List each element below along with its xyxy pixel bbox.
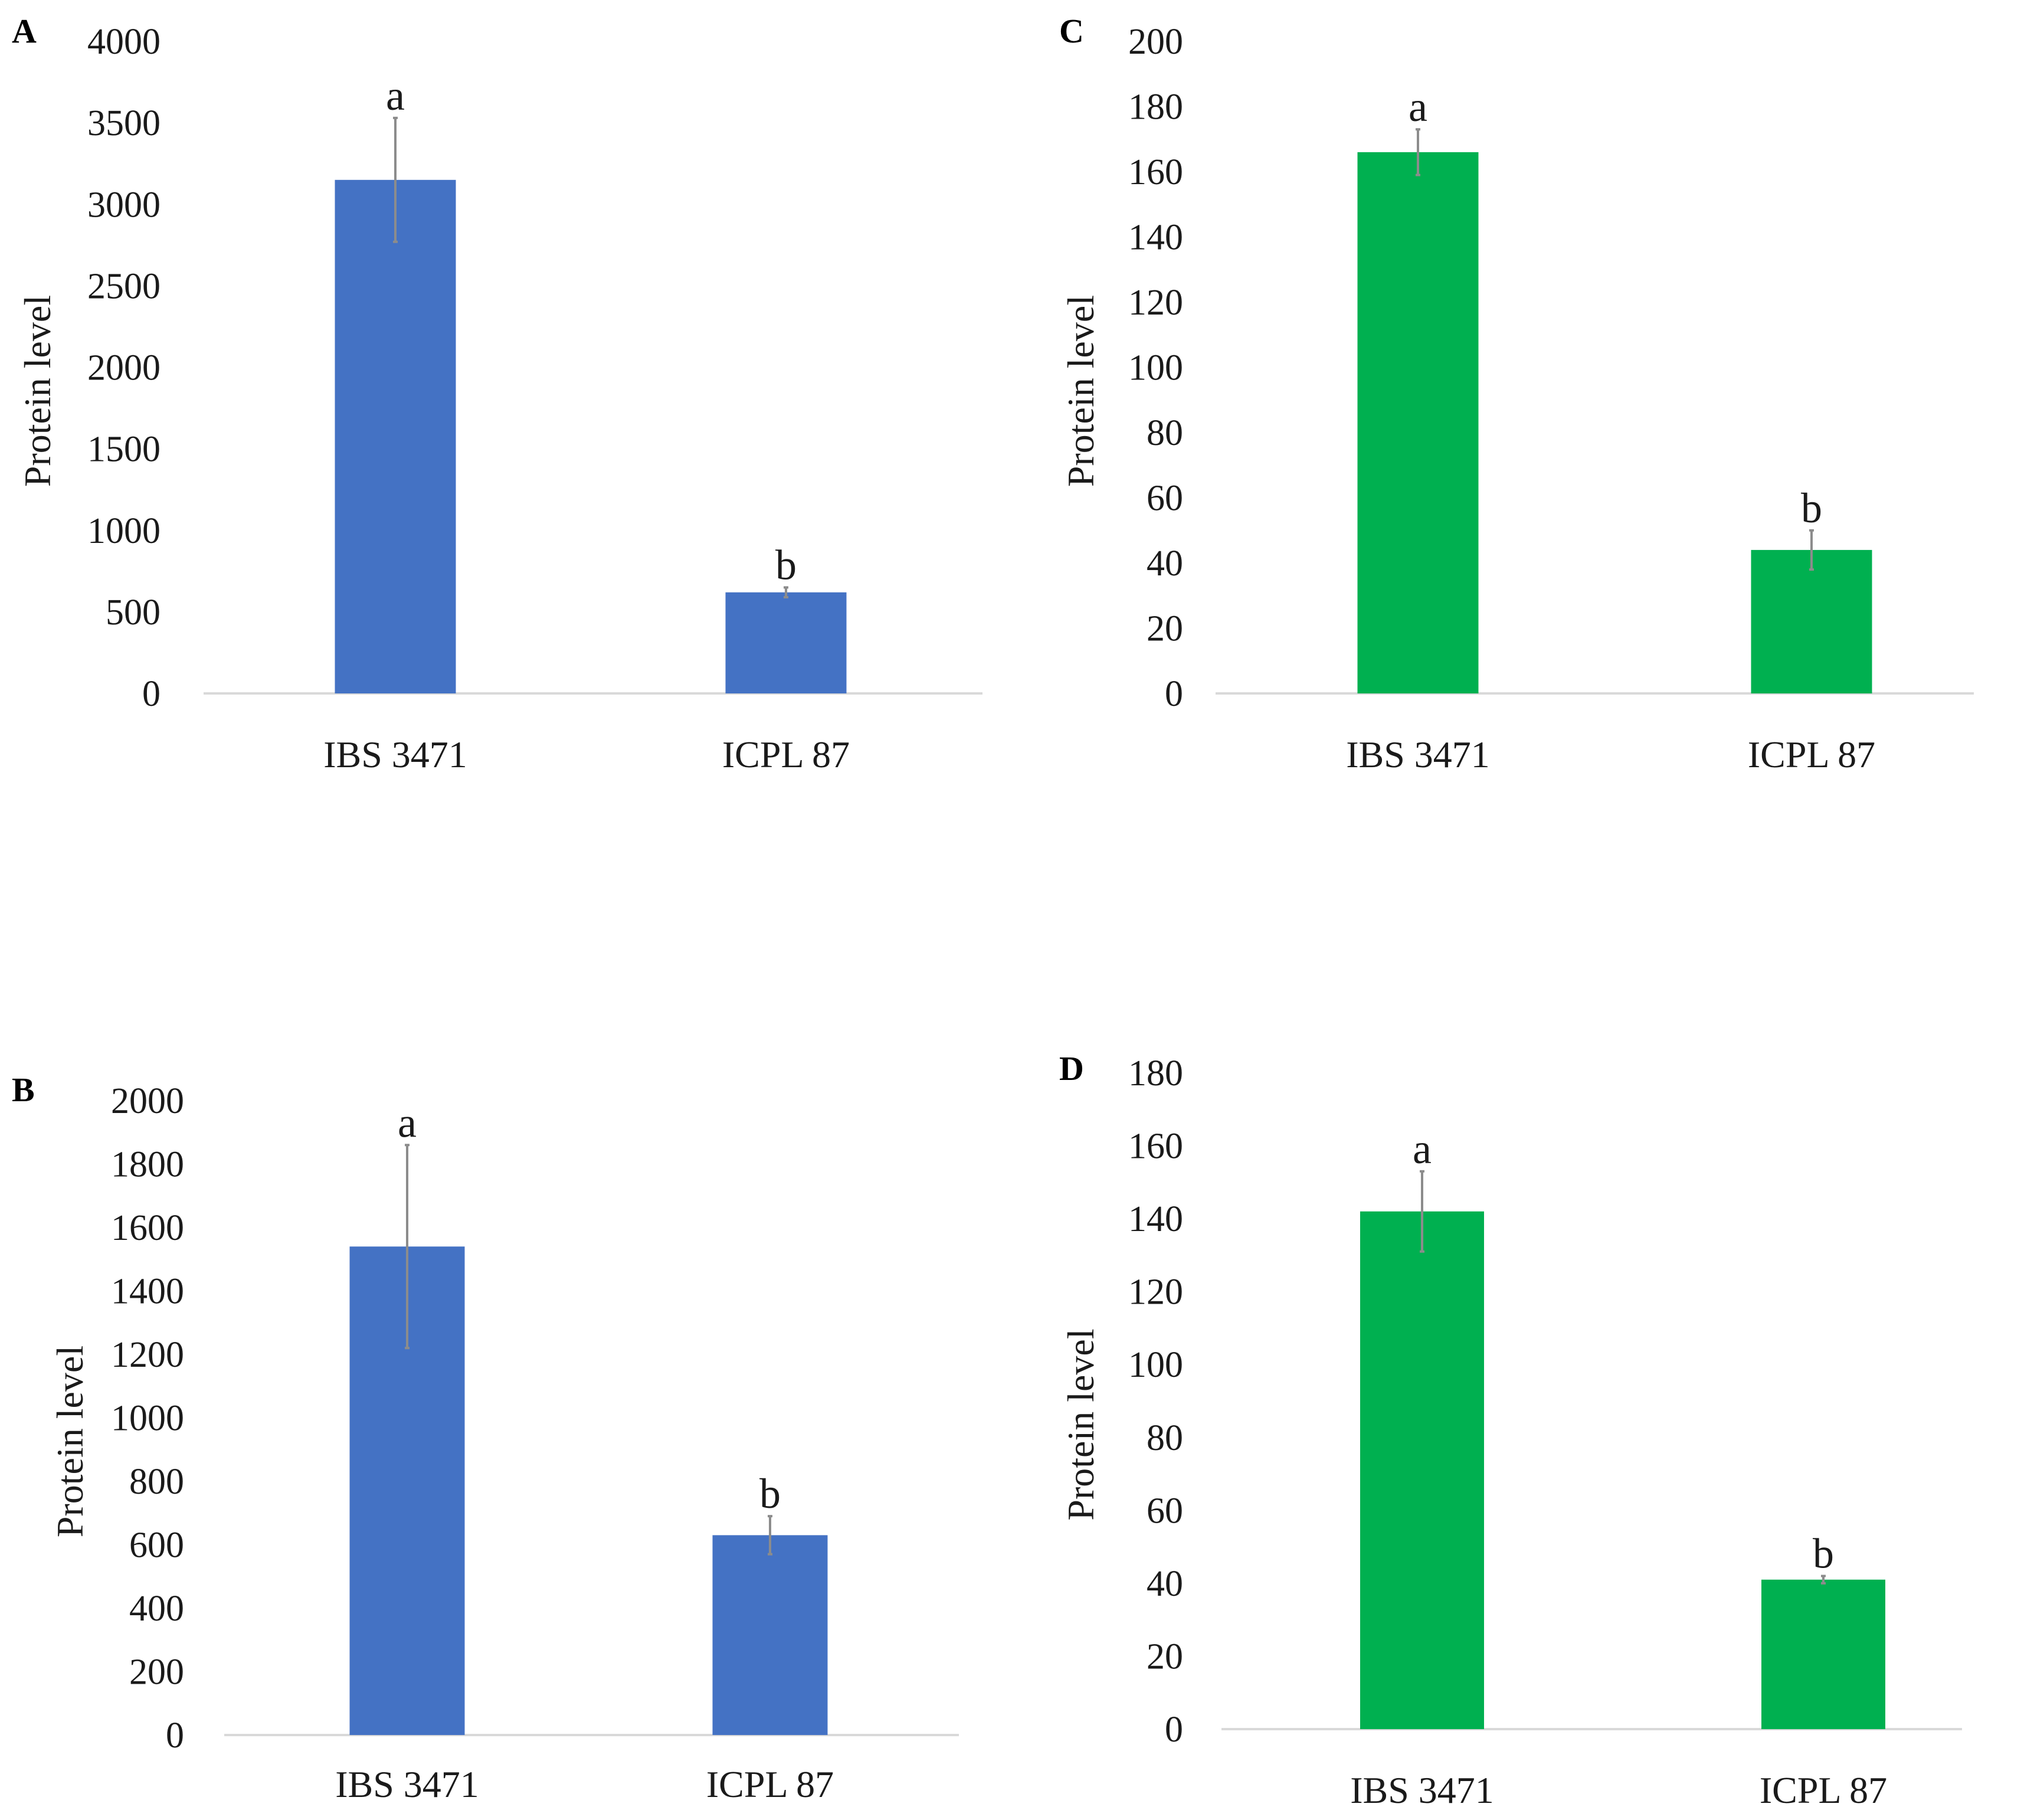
y-tick-label: 3000 <box>87 185 161 225</box>
x-category-label: ICPL 87 <box>706 1763 834 1805</box>
y-tick-label: 160 <box>1128 1127 1183 1167</box>
y-axis-title: Protein level <box>1060 295 1102 487</box>
y-tick-label: 200 <box>1128 22 1183 62</box>
y-tick-label: 0 <box>166 1716 184 1756</box>
y-tick-label: 500 <box>106 593 161 633</box>
y-tick-label: 60 <box>1147 1491 1183 1531</box>
y-tick-label: 4000 <box>87 22 161 62</box>
y-tick-label: 1400 <box>111 1272 184 1312</box>
significance-letter: b <box>1813 1530 1834 1577</box>
y-tick-label: 1200 <box>111 1335 184 1375</box>
significance-letter: a <box>1409 83 1427 130</box>
y-tick-label: 1800 <box>111 1145 184 1185</box>
panel-letter: D <box>1059 1049 1084 1088</box>
panel-letter: C <box>1059 12 1084 50</box>
significance-letter: a <box>1413 1125 1432 1173</box>
y-tick-label: 3500 <box>87 103 161 143</box>
panel-c: C 0 20 40 60 80 100 120 140 160 180 200 Protein leve… <box>1059 12 1974 775</box>
x-category-label: ICPL 87 <box>1760 1769 1887 1811</box>
x-category-label: IBS 3471 <box>1350 1769 1494 1811</box>
significance-letter: b <box>1801 485 1822 532</box>
panel-a: A 0 500 1000 1500 2000 2500 3000 3500 4000 Protein… <box>12 12 982 775</box>
y-tick-label: 1000 <box>111 1399 184 1439</box>
y-tick-label: 20 <box>1147 609 1183 649</box>
x-category-label: ICPL 87 <box>722 734 850 775</box>
significance-letter: a <box>398 1099 417 1146</box>
y-tick-label: 80 <box>1147 1418 1183 1458</box>
y-tick-label: 1600 <box>111 1208 184 1248</box>
bar <box>1357 152 1479 694</box>
y-tick-label: 0 <box>1165 674 1183 714</box>
y-axis-title: Protein level <box>1060 1328 1102 1520</box>
y-tick-label: 1000 <box>87 511 161 551</box>
x-category-label: IBS 3471 <box>335 1763 479 1805</box>
y-tick-label: 100 <box>1128 1345 1183 1385</box>
y-tick-label: 180 <box>1128 1053 1183 1094</box>
y-tick-label: 80 <box>1147 413 1183 453</box>
y-tick-label: 200 <box>129 1652 184 1693</box>
significance-letter: a <box>386 72 405 119</box>
y-tick-label: 160 <box>1128 152 1183 192</box>
bar <box>335 179 456 693</box>
y-tick-label: 2500 <box>87 266 161 306</box>
bar <box>1360 1211 1484 1729</box>
y-tick-label: 0 <box>1165 1710 1183 1750</box>
y-axis-title: Protein level <box>17 295 58 487</box>
bar <box>712 1535 828 1735</box>
x-category-label: ICPL 87 <box>1748 734 1875 775</box>
y-tick-label: 40 <box>1147 1564 1183 1604</box>
y-tick-label: 0 <box>142 674 161 714</box>
y-tick-label: 20 <box>1147 1636 1183 1677</box>
panel-b: B 0 200 400 600 800 1000 1200 1400 1600 1800 2000 Pr… <box>12 1071 959 1805</box>
y-axis-title: Protein level <box>49 1346 91 1537</box>
significance-letter: b <box>775 541 797 588</box>
bar <box>1761 1579 1885 1729</box>
y-tick-label: 2000 <box>111 1081 184 1121</box>
y-tick-label: 140 <box>1128 218 1183 258</box>
bar <box>725 592 847 693</box>
y-tick-label: 1500 <box>87 430 161 470</box>
x-category-label: IBS 3471 <box>323 734 467 775</box>
bar <box>1751 549 1872 693</box>
y-tick-label: 2000 <box>87 348 161 388</box>
y-tick-label: 120 <box>1128 1272 1183 1312</box>
significance-letter: b <box>759 1470 781 1517</box>
y-tick-label: 40 <box>1147 544 1183 584</box>
x-category-label: IBS 3471 <box>1346 734 1490 775</box>
panel-letter: B <box>12 1071 35 1109</box>
y-tick-label: 120 <box>1128 283 1183 323</box>
y-tick-label: 180 <box>1128 87 1183 127</box>
y-tick-label: 100 <box>1128 348 1183 388</box>
panel-d: D 0 20 40 60 80 100 120 140 160 180 Protein level a I… <box>1059 1049 1962 1811</box>
y-tick-label: 800 <box>129 1462 184 1502</box>
panel-letter: A <box>12 12 37 50</box>
y-tick-label: 600 <box>129 1526 184 1566</box>
y-tick-label: 140 <box>1128 1199 1183 1239</box>
y-tick-label: 400 <box>129 1589 184 1629</box>
y-tick-label: 60 <box>1147 479 1183 519</box>
